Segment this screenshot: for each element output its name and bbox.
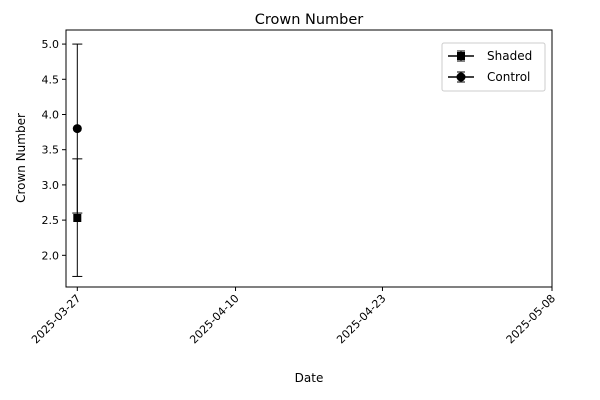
legend-label: Shaded — [487, 49, 532, 63]
y-tick-label: 2.5 — [42, 214, 60, 227]
data-marks — [72, 43, 83, 277]
x-axis: 2025-03-27 2025-04-10 2025-04-23 2025-05-08 — [29, 287, 558, 346]
y-axis-label: Crown Number — [14, 113, 28, 203]
x-tick-label: 2025-03-27 — [29, 292, 83, 346]
legend: Shaded Control — [441, 42, 546, 92]
data-point-square — [73, 213, 82, 222]
y-tick-label: 3.5 — [42, 144, 60, 157]
data-point-circle — [72, 124, 82, 134]
y-axis: 2.0 2.5 3.0 3.5 4.0 4.5 5.0 — [42, 38, 66, 262]
legend-label: Control — [487, 70, 530, 84]
chart-title: Crown Number — [255, 12, 364, 28]
y-tick-label: 5.0 — [42, 38, 60, 51]
y-tick-label: 4.0 — [42, 108, 60, 121]
legend-marker-square — [457, 52, 465, 60]
legend-marker-circle — [456, 72, 466, 82]
x-axis-label: Date — [295, 371, 324, 385]
y-tick-label: 3.0 — [42, 179, 60, 192]
x-tick-label: 2025-05-08 — [504, 292, 558, 346]
x-tick-label: 2025-04-10 — [187, 292, 241, 346]
y-tick-label: 2.0 — [42, 249, 60, 262]
x-tick-label: 2025-04-23 — [334, 292, 388, 346]
legend-box — [441, 42, 546, 92]
y-tick-label: 4.5 — [42, 73, 60, 86]
